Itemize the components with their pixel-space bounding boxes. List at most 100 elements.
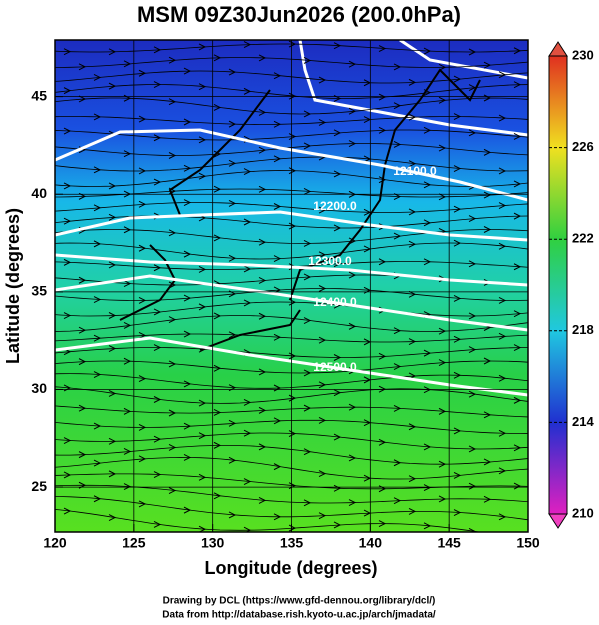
flow-arrow [438, 144, 447, 152]
streamline [55, 43, 528, 53]
flow-arrow [408, 290, 417, 298]
flow-arrow [483, 495, 492, 503]
flow-arrow [168, 56, 177, 64]
flow-arrow [393, 497, 402, 505]
flow-arrow [123, 226, 132, 234]
flow-arrow [303, 369, 312, 377]
flow-arrow [228, 199, 237, 207]
flow-arrow [453, 205, 462, 213]
flow-arrow [408, 338, 417, 345]
flow-arrow [408, 423, 417, 431]
flow-arrow [438, 63, 447, 71]
flow-arrow [228, 331, 237, 339]
streamline [55, 242, 528, 260]
flow-arrow [513, 180, 522, 188]
flow-arrow [303, 110, 312, 118]
flow-arrow [93, 204, 102, 212]
flow-arrow [453, 75, 462, 83]
flow-arrow [138, 244, 147, 252]
flow-arrow [63, 217, 72, 225]
streamline [55, 202, 528, 213]
streamline [55, 456, 528, 480]
flow-arrow [213, 364, 222, 372]
flow-arrow [93, 240, 102, 248]
flow-arrow [498, 467, 507, 475]
flow-arrow [93, 334, 102, 342]
flow-arrow [288, 222, 297, 230]
flow-arrow [63, 87, 72, 95]
flow-arrow [168, 98, 177, 106]
flow-arrow [483, 94, 492, 102]
streamline [55, 360, 528, 374]
flow-arrow [318, 76, 327, 84]
flow-arrow [423, 89, 432, 97]
flow-arrow [498, 513, 507, 521]
flow-arrow [168, 316, 177, 324]
flow-arrow [423, 484, 432, 492]
streamline [55, 315, 528, 332]
flow-arrow [318, 512, 327, 520]
flow-arrow [153, 134, 162, 142]
flow-arrow [393, 63, 402, 71]
flow-arrow [123, 357, 132, 365]
flow-arrow [258, 277, 267, 284]
flow-arrow [153, 81, 162, 88]
y-tick-label: 45 [31, 87, 47, 103]
flow-arrow [348, 107, 357, 115]
contour-label: 12400.0 [313, 295, 357, 309]
flow-arrow [333, 484, 342, 492]
flow-arrow [423, 349, 432, 357]
flow-arrow [438, 359, 447, 367]
y-tick-label: 25 [31, 478, 47, 494]
flow-arrow [243, 526, 252, 532]
flow-arrow [453, 509, 462, 516]
flow-arrow [453, 335, 462, 343]
streamline [55, 170, 528, 187]
flow-arrow [438, 407, 447, 415]
flow-arrow [258, 185, 267, 193]
flow-arrow [288, 482, 297, 490]
flow-arrow [513, 47, 522, 55]
flow-arrow [483, 61, 492, 69]
flow-arrow [168, 152, 177, 159]
flow-arrow [378, 126, 387, 134]
flow-arrow [303, 448, 312, 456]
flow-arrow [303, 142, 312, 150]
flow-arrow [408, 160, 417, 168]
flow-arrow [348, 403, 357, 411]
streamline [55, 84, 528, 99]
flow-arrow [483, 357, 492, 365]
streamline [55, 432, 528, 450]
flow-arrow [438, 495, 447, 503]
flow-arrow [348, 322, 357, 330]
colorbar-max-arrow [548, 41, 568, 57]
colorbar-tick-label: 214 [572, 414, 594, 429]
title: MSM 09Z30Jun2026 (200.0hPa) [137, 2, 461, 27]
streamline [55, 116, 528, 125]
flow-arrow [318, 381, 327, 389]
flow-arrow [258, 443, 267, 451]
contour-label: 12300.0 [308, 254, 352, 268]
flow-arrow [273, 513, 282, 521]
flow-arrow [408, 208, 417, 216]
flow-arrow [213, 54, 222, 62]
flow-arrow [303, 187, 312, 195]
flow-arrow [468, 390, 477, 398]
flow-arrow [393, 102, 402, 110]
flow-arrow [423, 258, 432, 266]
streamline [55, 445, 528, 465]
flow-arrow [228, 419, 237, 427]
flow-arrow [468, 48, 477, 56]
flow-arrow [303, 404, 312, 412]
flow-arrow [63, 182, 72, 190]
flow-arrow [78, 451, 87, 459]
flow-arrow [243, 218, 252, 226]
flow-arrow [438, 193, 447, 201]
flow-arrow [288, 430, 297, 438]
flow-arrow [198, 265, 207, 273]
flow-arrow [243, 87, 252, 95]
flow-arrow [243, 265, 252, 273]
flow-arrow [63, 258, 72, 266]
credit-line: Drawing by DCL (https://www.gfd-dennou.o… [163, 596, 436, 607]
flow-arrow [393, 363, 402, 370]
